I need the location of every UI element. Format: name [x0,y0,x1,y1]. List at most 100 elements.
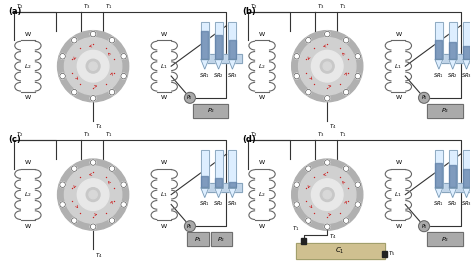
Polygon shape [449,59,456,69]
Bar [437,183,474,192]
Bar [229,182,236,187]
Circle shape [109,218,115,223]
Bar [201,22,209,59]
Text: $P_2$: $P_2$ [218,234,226,243]
Bar [215,35,222,59]
Bar [228,22,237,59]
Text: $C_1$: $C_1$ [335,246,345,256]
Circle shape [91,31,96,37]
Circle shape [325,96,330,101]
Circle shape [64,37,122,95]
Circle shape [109,166,115,171]
Bar [210,232,232,246]
Bar [215,22,222,59]
Circle shape [72,89,77,95]
Circle shape [294,73,300,79]
Bar [215,22,222,59]
Bar [427,104,463,118]
Text: $SR_1$: $SR_1$ [433,71,445,80]
Text: $P_0$: $P_0$ [420,222,428,231]
Text: $L_1$: $L_1$ [160,62,168,71]
Text: $L_1$: $L_1$ [394,190,402,199]
Bar [463,22,471,59]
Text: $P_0$: $P_0$ [186,222,193,231]
Circle shape [323,190,331,199]
Polygon shape [228,188,237,198]
Circle shape [299,37,356,95]
Circle shape [184,221,195,232]
Text: $SR_2$: $SR_2$ [213,200,224,209]
Text: $L_2$: $L_2$ [258,62,266,71]
Bar [463,150,471,188]
Circle shape [109,37,115,43]
Text: $T_2$: $T_2$ [16,130,24,139]
Circle shape [306,89,311,95]
Text: $T_1$: $T_1$ [339,2,346,11]
Circle shape [121,73,127,79]
Text: W: W [25,32,31,37]
Bar [435,22,443,59]
Text: $T_5$: $T_5$ [388,249,395,258]
Circle shape [121,53,127,59]
Text: $P_1$: $P_1$ [194,234,202,243]
Circle shape [320,59,334,73]
Bar [201,150,209,188]
Text: W: W [259,224,265,229]
Bar [296,243,384,259]
Circle shape [294,53,300,59]
Circle shape [91,96,96,101]
Circle shape [355,202,361,207]
Bar [203,183,242,192]
Bar [449,150,456,188]
Circle shape [72,166,77,171]
Text: $T_4$: $T_4$ [329,123,337,132]
Circle shape [343,218,349,223]
Text: W: W [161,224,167,229]
Polygon shape [201,188,209,198]
Circle shape [325,224,330,230]
Circle shape [299,166,356,223]
Polygon shape [463,188,471,198]
Circle shape [343,89,349,95]
Circle shape [306,37,311,43]
Text: $SR_3$: $SR_3$ [461,200,472,209]
Text: W: W [25,95,31,100]
Bar [187,232,209,246]
Circle shape [64,166,122,223]
Text: $P_0$: $P_0$ [186,93,193,102]
Bar [449,42,456,59]
Text: $SR_1$: $SR_1$ [199,200,210,209]
Polygon shape [435,59,443,69]
Bar [382,251,387,257]
Bar [201,22,209,59]
Bar [201,150,209,188]
Circle shape [121,182,127,187]
Text: W: W [395,32,401,37]
Bar [427,232,463,246]
Circle shape [325,31,330,37]
Text: $T_2$: $T_2$ [16,2,24,11]
Text: $P_2$: $P_2$ [441,106,449,115]
Bar [463,150,471,188]
Text: $SR_2$: $SR_2$ [447,71,458,80]
Circle shape [60,53,65,59]
Bar [203,54,242,63]
Text: $T_4$: $T_4$ [329,232,337,241]
Circle shape [60,202,65,207]
Bar [436,163,442,187]
Bar [437,54,474,63]
Text: W: W [395,95,401,100]
Text: W: W [25,224,31,229]
Text: $L_2$: $L_2$ [24,62,32,71]
Bar [228,150,237,188]
Text: $L_1$: $L_1$ [160,190,168,199]
Circle shape [306,218,311,223]
Circle shape [57,159,128,230]
Circle shape [419,221,429,232]
Circle shape [91,160,96,165]
Text: $T_3$: $T_3$ [83,130,91,139]
Circle shape [355,182,361,187]
Circle shape [294,202,300,207]
Circle shape [355,53,361,59]
Circle shape [355,73,361,79]
